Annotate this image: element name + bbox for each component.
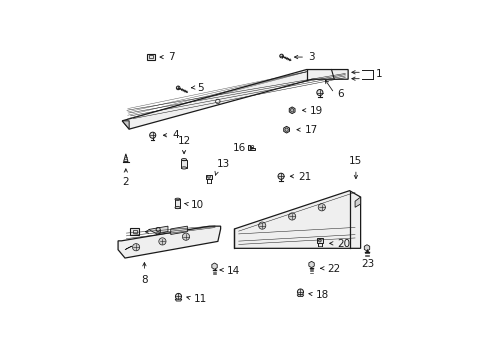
Circle shape (278, 173, 284, 179)
Text: 19: 19 (310, 106, 323, 116)
Text: 17: 17 (304, 125, 318, 135)
Ellipse shape (175, 198, 180, 201)
Circle shape (182, 233, 190, 240)
Polygon shape (235, 191, 361, 248)
Text: 9: 9 (154, 227, 161, 237)
Circle shape (208, 175, 210, 178)
Text: 21: 21 (298, 172, 312, 182)
Circle shape (175, 293, 182, 300)
Text: 20: 20 (337, 239, 350, 249)
Polygon shape (148, 226, 168, 234)
Text: 4: 4 (172, 130, 179, 140)
Polygon shape (118, 226, 220, 258)
Text: 13: 13 (217, 159, 231, 169)
Circle shape (318, 204, 325, 211)
FancyBboxPatch shape (147, 54, 155, 60)
Text: 2: 2 (122, 177, 129, 187)
Text: 10: 10 (191, 199, 204, 210)
Text: 18: 18 (316, 290, 329, 300)
Circle shape (289, 213, 296, 220)
Text: 23: 23 (361, 259, 374, 269)
Bar (181, 159, 187, 168)
Text: 15: 15 (349, 156, 363, 166)
Bar (206, 175, 212, 179)
Text: 1: 1 (376, 69, 383, 80)
Bar (133, 230, 137, 233)
Circle shape (149, 132, 156, 138)
Bar (175, 199, 180, 208)
Circle shape (291, 109, 294, 112)
Polygon shape (355, 197, 361, 207)
Bar (317, 238, 323, 243)
Text: 7: 7 (168, 52, 174, 62)
Polygon shape (122, 69, 348, 129)
Circle shape (259, 222, 266, 229)
Text: 22: 22 (327, 264, 341, 274)
Circle shape (297, 289, 303, 295)
FancyBboxPatch shape (130, 228, 139, 235)
Text: 12: 12 (177, 136, 191, 146)
Text: 8: 8 (141, 275, 147, 285)
Circle shape (159, 238, 166, 245)
Polygon shape (297, 295, 304, 297)
Bar (148, 55, 153, 58)
Circle shape (317, 90, 323, 96)
Circle shape (285, 128, 288, 131)
Ellipse shape (181, 158, 187, 161)
Circle shape (280, 54, 283, 58)
Circle shape (318, 239, 321, 242)
Ellipse shape (175, 207, 180, 209)
Polygon shape (247, 145, 255, 150)
Circle shape (132, 244, 140, 251)
Text: 3: 3 (309, 52, 315, 62)
Text: 14: 14 (227, 266, 240, 275)
Circle shape (176, 86, 180, 90)
Polygon shape (171, 226, 187, 234)
Polygon shape (123, 154, 128, 162)
Polygon shape (122, 121, 129, 129)
Ellipse shape (181, 167, 187, 169)
Text: 5: 5 (197, 82, 204, 93)
Text: 16: 16 (233, 143, 246, 153)
Text: 11: 11 (195, 294, 208, 304)
Polygon shape (125, 246, 132, 250)
Text: 6: 6 (338, 89, 344, 99)
Polygon shape (175, 299, 182, 301)
